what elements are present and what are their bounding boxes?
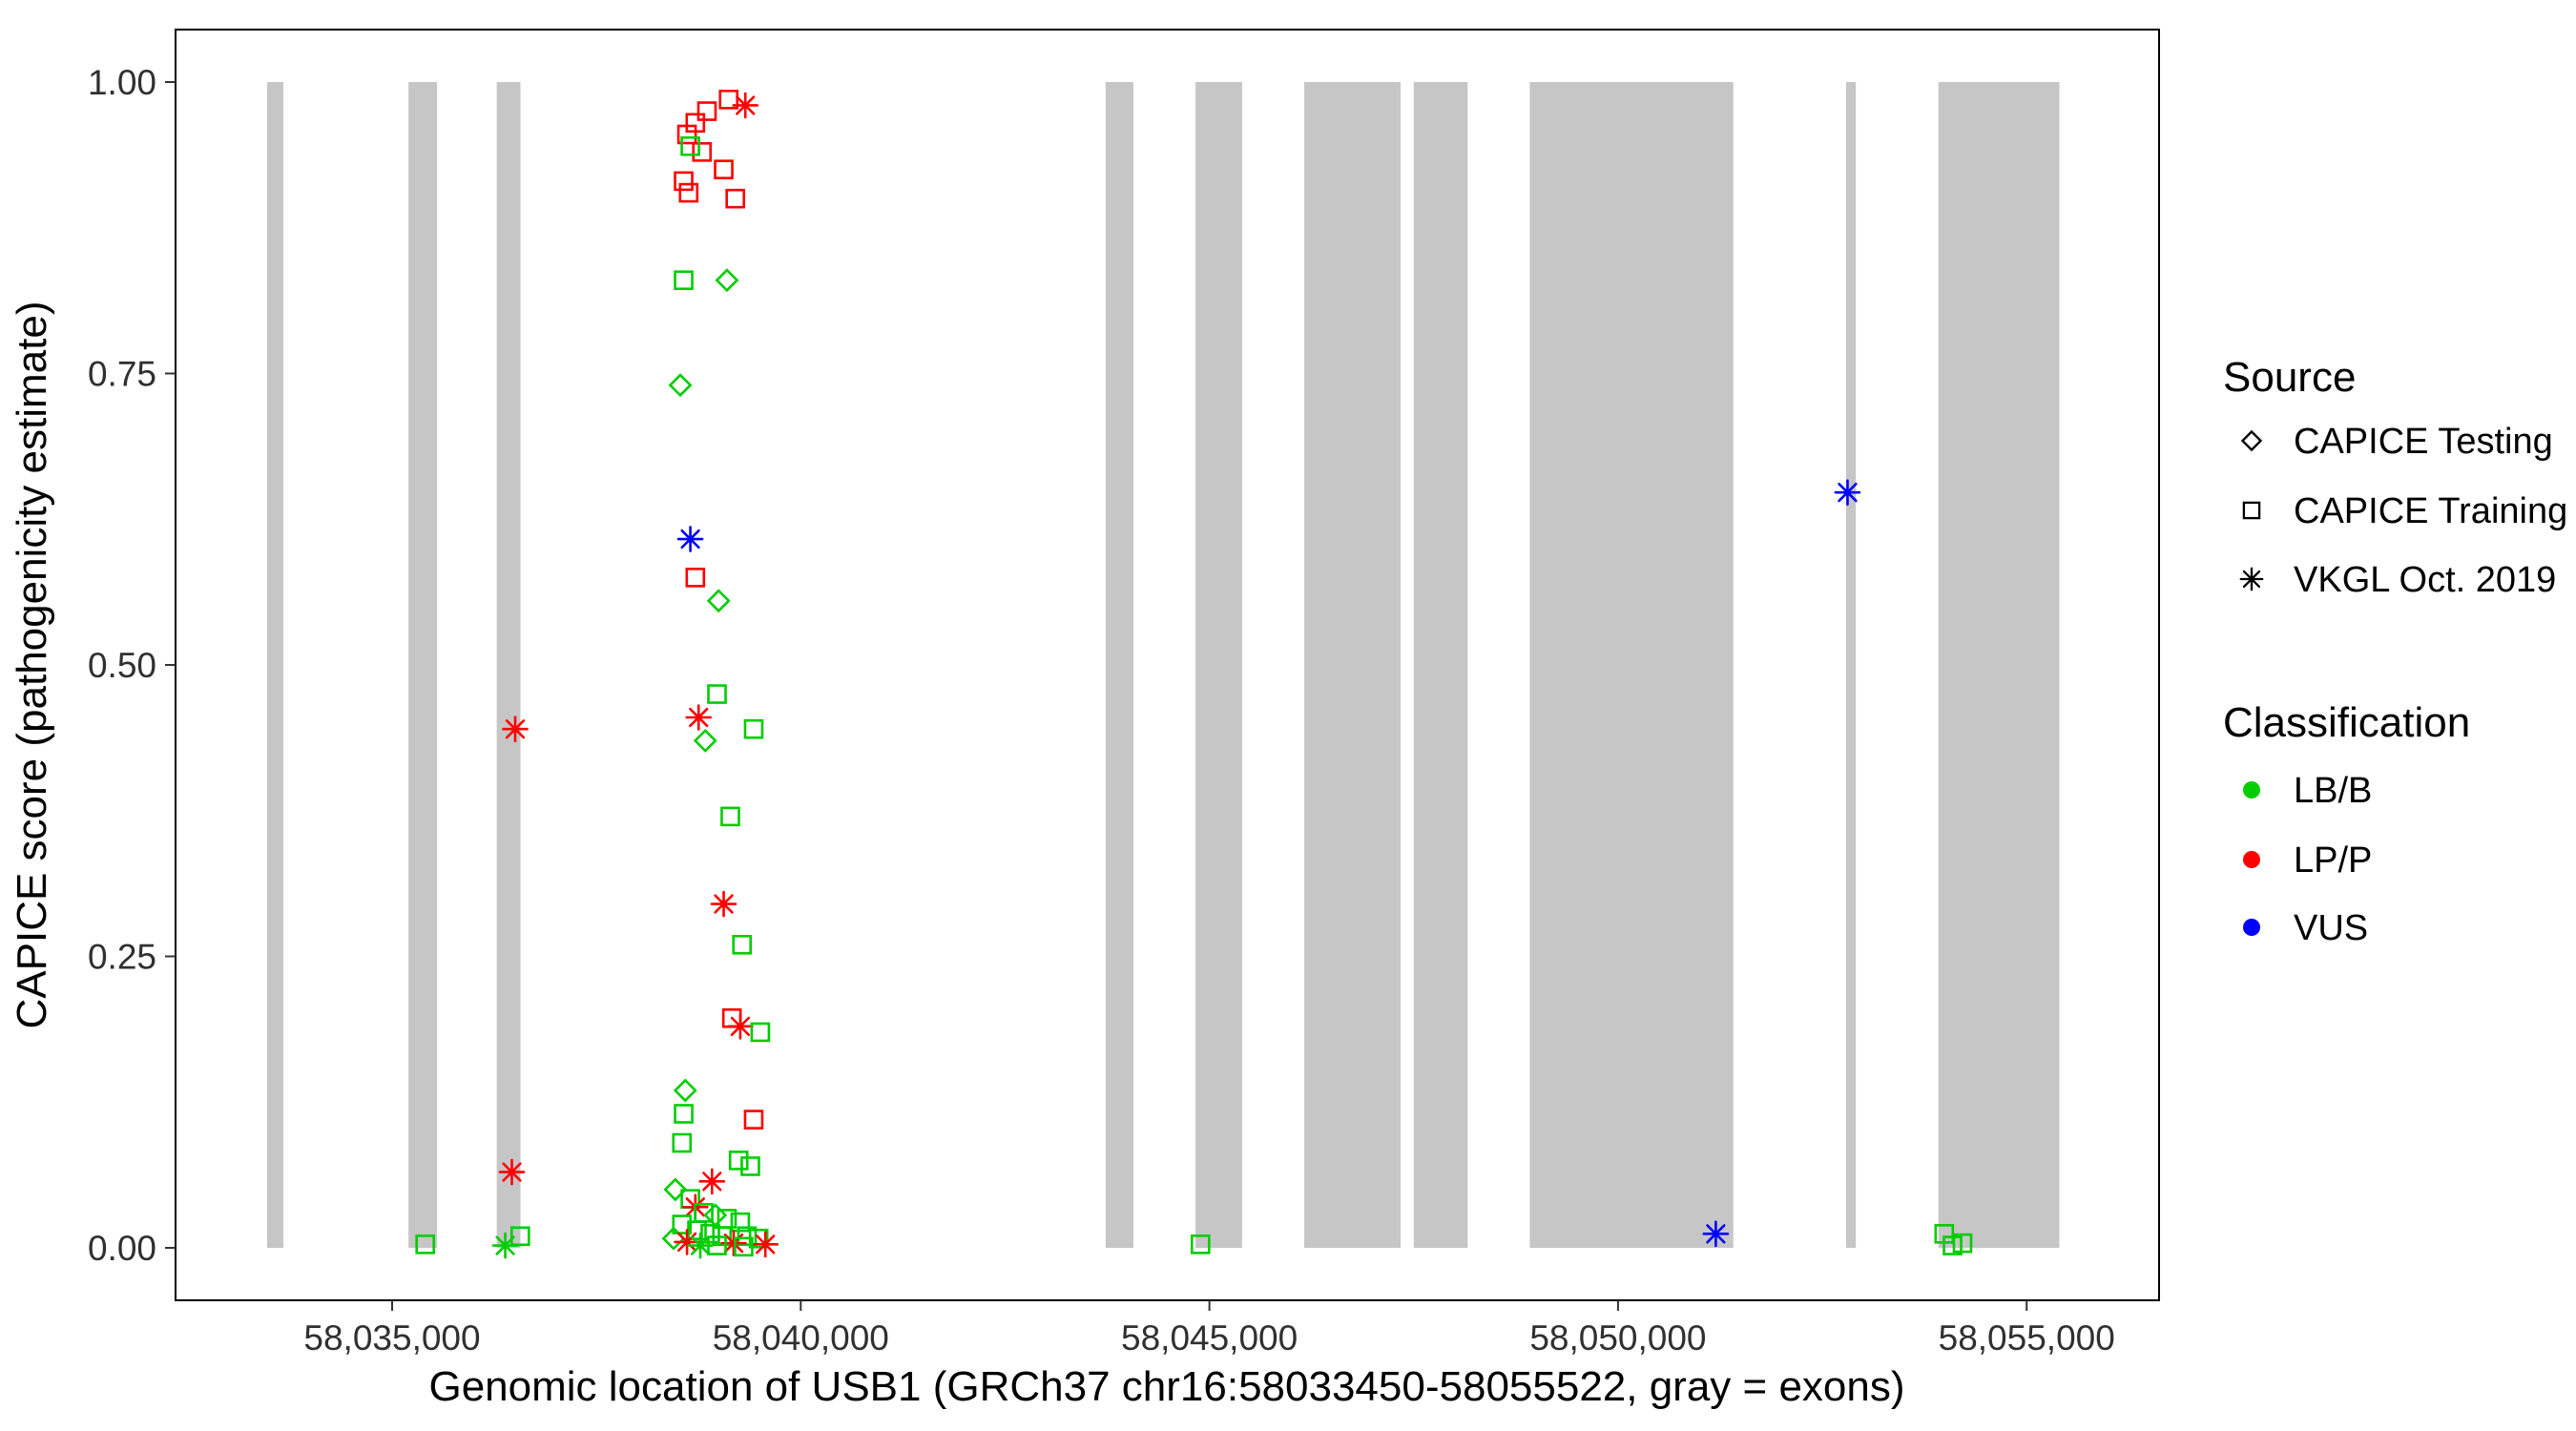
data-point: [752, 1231, 779, 1258]
data-points: [415, 90, 1973, 1259]
data-point: [502, 716, 529, 743]
exon-bands: [266, 81, 2060, 1249]
exon-band: [496, 81, 521, 1249]
exon-band: [1195, 81, 1242, 1249]
data-point: [692, 142, 713, 162]
data-point: [674, 1229, 700, 1255]
data-point: [687, 1232, 714, 1259]
y-axis-title: CAPICE score (pathogenicity estimate): [9, 301, 55, 1029]
exon-band: [1303, 81, 1402, 1249]
data-point: [668, 373, 693, 398]
data-point: [720, 806, 740, 827]
exon-band: [266, 81, 284, 1249]
y-tick-label: 0.25: [88, 938, 156, 977]
legend-source-title: Source: [2223, 354, 2356, 401]
x-axis-title: Genomic location of USB1 (GRCh37 chr16:5…: [428, 1363, 1904, 1410]
legend-source-label: VKGL Oct. 2019: [2294, 560, 2556, 600]
data-point: [676, 526, 704, 552]
legend-color-dot: [2243, 781, 2260, 798]
legend-color-dot: [2243, 851, 2260, 868]
data-point: [728, 1151, 749, 1171]
axes: 0.00 0.25 0.50 0.75 1.00 58,035,000 58,040,000…: [88, 63, 2115, 1358]
data-point: [727, 1013, 754, 1040]
exon-band: [1845, 81, 1857, 1249]
data-point: [672, 1214, 693, 1234]
data-point: [685, 568, 706, 588]
data-point: [1942, 1235, 1963, 1255]
data-point: [743, 1110, 764, 1130]
data-point: [693, 728, 717, 753]
plot-panel-border: [175, 29, 2160, 1301]
y-tick-label: 0.00: [88, 1229, 156, 1268]
exon-band: [1938, 81, 2060, 1249]
legend-classification-label: VUS: [2294, 908, 2368, 948]
data-point: [491, 1232, 519, 1259]
data-point: [732, 92, 759, 119]
data-point: [737, 1226, 758, 1247]
exon-band: [408, 81, 438, 1249]
legend-square-icon: [2242, 501, 2261, 520]
data-point: [676, 124, 697, 145]
data-point: [1190, 1234, 1211, 1255]
legend-source-label: CAPICE Testing: [2294, 422, 2553, 462]
data-point: [510, 1226, 530, 1247]
data-point: [663, 1177, 688, 1202]
data-point: [715, 268, 739, 293]
data-point: [725, 188, 745, 209]
data-point: [707, 1235, 727, 1255]
y-tick-label: 1.00: [88, 63, 156, 102]
data-point: [1834, 479, 1861, 506]
x-tick-label: 58,045,000: [1121, 1318, 1298, 1358]
legend-asterisk-icon: [2239, 567, 2264, 591]
legend-classification-label: LP/P: [2294, 840, 2372, 881]
data-point: [730, 1212, 751, 1233]
data-point: [710, 890, 737, 918]
data-point: [720, 1230, 747, 1256]
data-point: [740, 1156, 760, 1176]
y-tick-label: 0.50: [88, 646, 156, 685]
data-point: [707, 684, 727, 704]
data-point: [743, 718, 764, 739]
legend-classification-label: LB/B: [2294, 771, 2372, 811]
x-tick-label: 58,055,000: [1939, 1318, 2115, 1358]
data-point: [700, 1224, 720, 1244]
legend-source-label: CAPICE Training: [2294, 491, 2567, 531]
data-point: [698, 1168, 726, 1195]
data-point: [673, 1078, 697, 1103]
data-point: [685, 704, 713, 731]
data-point: [718, 90, 739, 110]
y-tick-label: 0.75: [88, 354, 156, 393]
data-point: [734, 1236, 754, 1257]
legend-color-dot: [2243, 919, 2260, 936]
data-point: [1952, 1233, 1973, 1254]
x-tick-label: 58,035,000: [303, 1318, 480, 1358]
data-point: [498, 1158, 526, 1186]
legend-diamond-icon: [2240, 429, 2263, 452]
exon-band: [1413, 81, 1468, 1249]
data-point: [672, 1132, 693, 1153]
data-point: [678, 182, 699, 203]
data-point: [415, 1234, 435, 1255]
legend-items: CAPICE Testing CAPICE Training VKGL Oct. 2…: [2239, 422, 2567, 948]
data-point: [696, 101, 717, 121]
exon-band: [1529, 81, 1734, 1249]
legend-classification-title: Classification: [2223, 699, 2470, 746]
data-point: [674, 270, 694, 291]
data-point: [674, 1104, 694, 1124]
data-point: [714, 159, 734, 179]
data-point: [674, 171, 694, 192]
data-point: [1702, 1220, 1730, 1248]
exon-band: [1105, 81, 1133, 1249]
data-point: [732, 934, 753, 955]
data-point: [680, 135, 700, 156]
data-point: [706, 589, 731, 613]
x-tick-label: 58,050,000: [1529, 1318, 1706, 1358]
data-point: [750, 1022, 771, 1043]
x-tick-label: 58,040,000: [713, 1318, 889, 1358]
data-point: [687, 1220, 707, 1240]
